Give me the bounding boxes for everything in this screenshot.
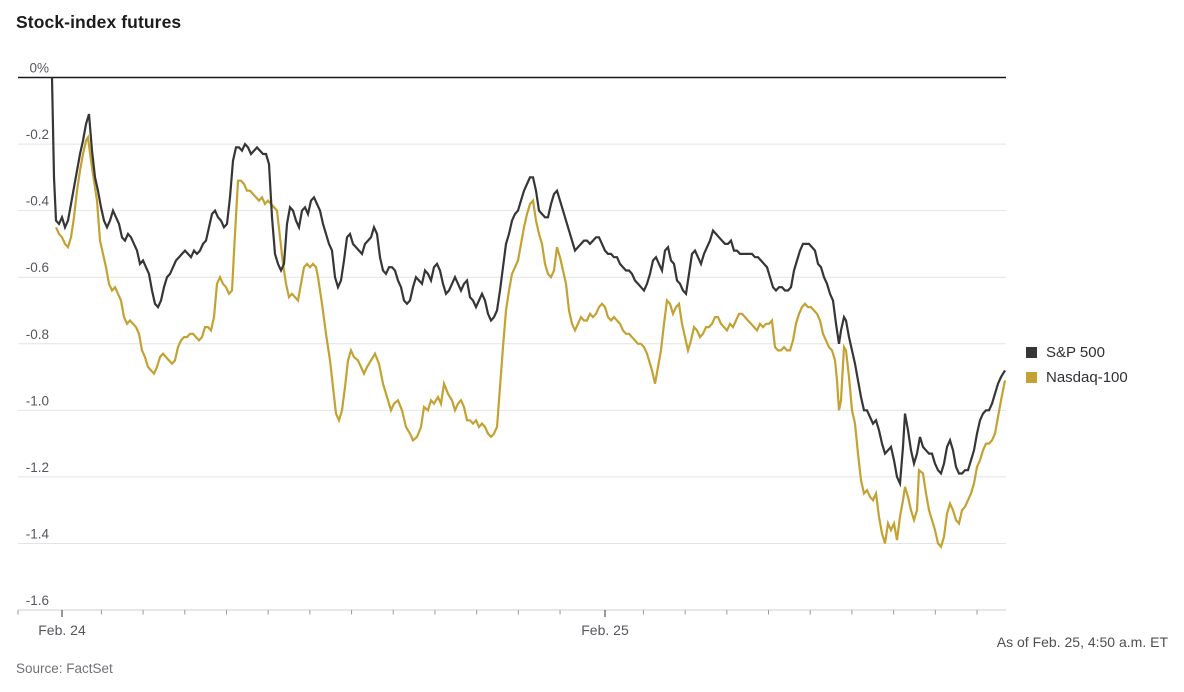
sp500-series-swatch-icon xyxy=(1026,347,1037,358)
nasdaq100-series-swatch-icon xyxy=(1026,372,1037,383)
x-axis-tick-label: Feb. 24 xyxy=(38,622,86,638)
x-axis-tick-label: Feb. 25 xyxy=(581,622,629,638)
y-axis-tick-label: -1.0 xyxy=(26,393,49,408)
y-axis-tick-label: -0.2 xyxy=(26,127,49,142)
as-of-timestamp: As of Feb. 25, 4:50 a.m. ET xyxy=(996,634,1168,650)
y-axis-tick-label: 0% xyxy=(29,61,49,76)
series-line-nasdaq-100 xyxy=(54,134,1007,550)
chart-title: Stock-index futures xyxy=(16,12,182,32)
y-axis-tick-label: -1.6 xyxy=(26,593,49,608)
series-line-s-p-500 xyxy=(50,77,1006,488)
y-axis-tick-label: -0.8 xyxy=(26,327,49,342)
source-attribution: Source: FactSet xyxy=(16,661,113,676)
y-axis-tick-label: -1.4 xyxy=(26,526,50,541)
y-axis-tick-label: -0.6 xyxy=(26,260,49,275)
legend: S&P 500 Nasdaq-100 xyxy=(1026,344,1128,394)
legend-label-nasdaq100: Nasdaq-100 xyxy=(1046,369,1128,386)
legend-item-sp500: S&P 500 xyxy=(1026,344,1128,361)
y-axis-tick-label: -0.4 xyxy=(26,194,50,209)
y-axis-tick-label: -1.2 xyxy=(26,460,49,475)
legend-label-sp500: S&P 500 xyxy=(1046,344,1105,361)
legend-item-nasdaq100: Nasdaq-100 xyxy=(1026,369,1128,386)
